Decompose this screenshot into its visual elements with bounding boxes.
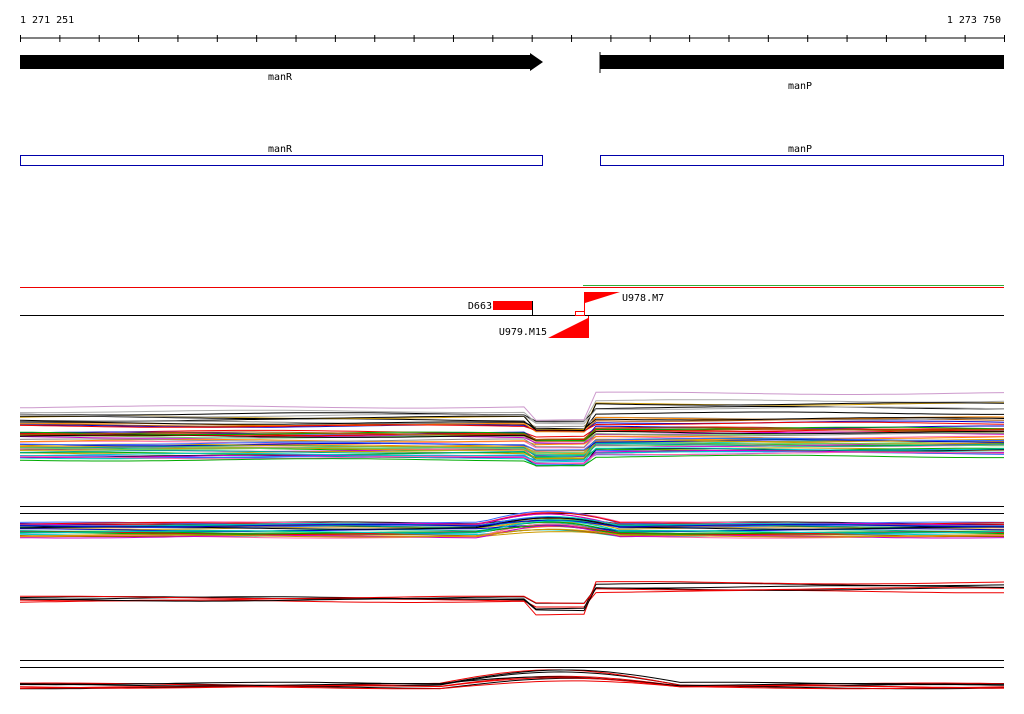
probe-flag — [585, 292, 620, 303]
expression-line — [19, 454, 1004, 467]
probe-box — [575, 311, 585, 316]
ruler-start: 1 271 251 — [20, 15, 74, 26]
expression-line — [19, 432, 1005, 448]
expression-line — [19, 406, 1005, 425]
gene-arrow — [600, 55, 1004, 69]
expression-line — [19, 528, 1005, 538]
expression-line — [19, 447, 1005, 463]
expression-line — [19, 435, 1005, 446]
expression-line — [19, 669, 1005, 686]
expression-line — [20, 677, 1005, 690]
expression-line — [19, 411, 1004, 431]
expression-line — [20, 418, 1005, 433]
expression-line — [19, 421, 1005, 432]
expression-tracks — [19, 391, 1005, 690]
expression-line — [19, 519, 1005, 528]
gene-label: manP — [788, 81, 812, 92]
probe-flag — [548, 318, 588, 338]
expression-line — [20, 417, 1005, 430]
expression-line — [19, 520, 1005, 534]
expression-line — [19, 677, 1005, 689]
ruler-ticks — [20, 35, 1005, 42]
expression-line — [19, 450, 1005, 465]
expression-line — [19, 581, 1005, 616]
expression-line — [19, 426, 1005, 442]
probe-label: U979.M15 — [499, 327, 547, 338]
probe-label: U978.M7 — [622, 293, 664, 304]
expression-line — [20, 427, 1005, 441]
expression-line — [19, 516, 1005, 529]
expression-line — [19, 402, 1005, 432]
feature-label: manR — [268, 144, 293, 155]
feature-box — [600, 155, 1004, 166]
expression-line — [19, 443, 1005, 461]
expression-line — [20, 451, 1005, 465]
expression-line — [19, 587, 1004, 604]
expression-line — [19, 431, 1005, 444]
expression-line — [19, 585, 1005, 612]
expression-line — [20, 399, 1005, 424]
gene-arrow — [20, 53, 543, 71]
feature-label: manP — [788, 144, 812, 155]
probe-label: D663 — [468, 301, 492, 312]
gene-label: manR — [268, 72, 293, 83]
ruler-end: 1 273 750 — [947, 15, 1001, 26]
expression-line — [19, 430, 1004, 441]
expression-line — [19, 443, 1005, 455]
feature-box — [20, 155, 543, 166]
expression-line — [19, 391, 1005, 421]
probe-block — [493, 301, 532, 310]
expression-line — [19, 587, 1005, 605]
expression-line — [19, 437, 1005, 451]
